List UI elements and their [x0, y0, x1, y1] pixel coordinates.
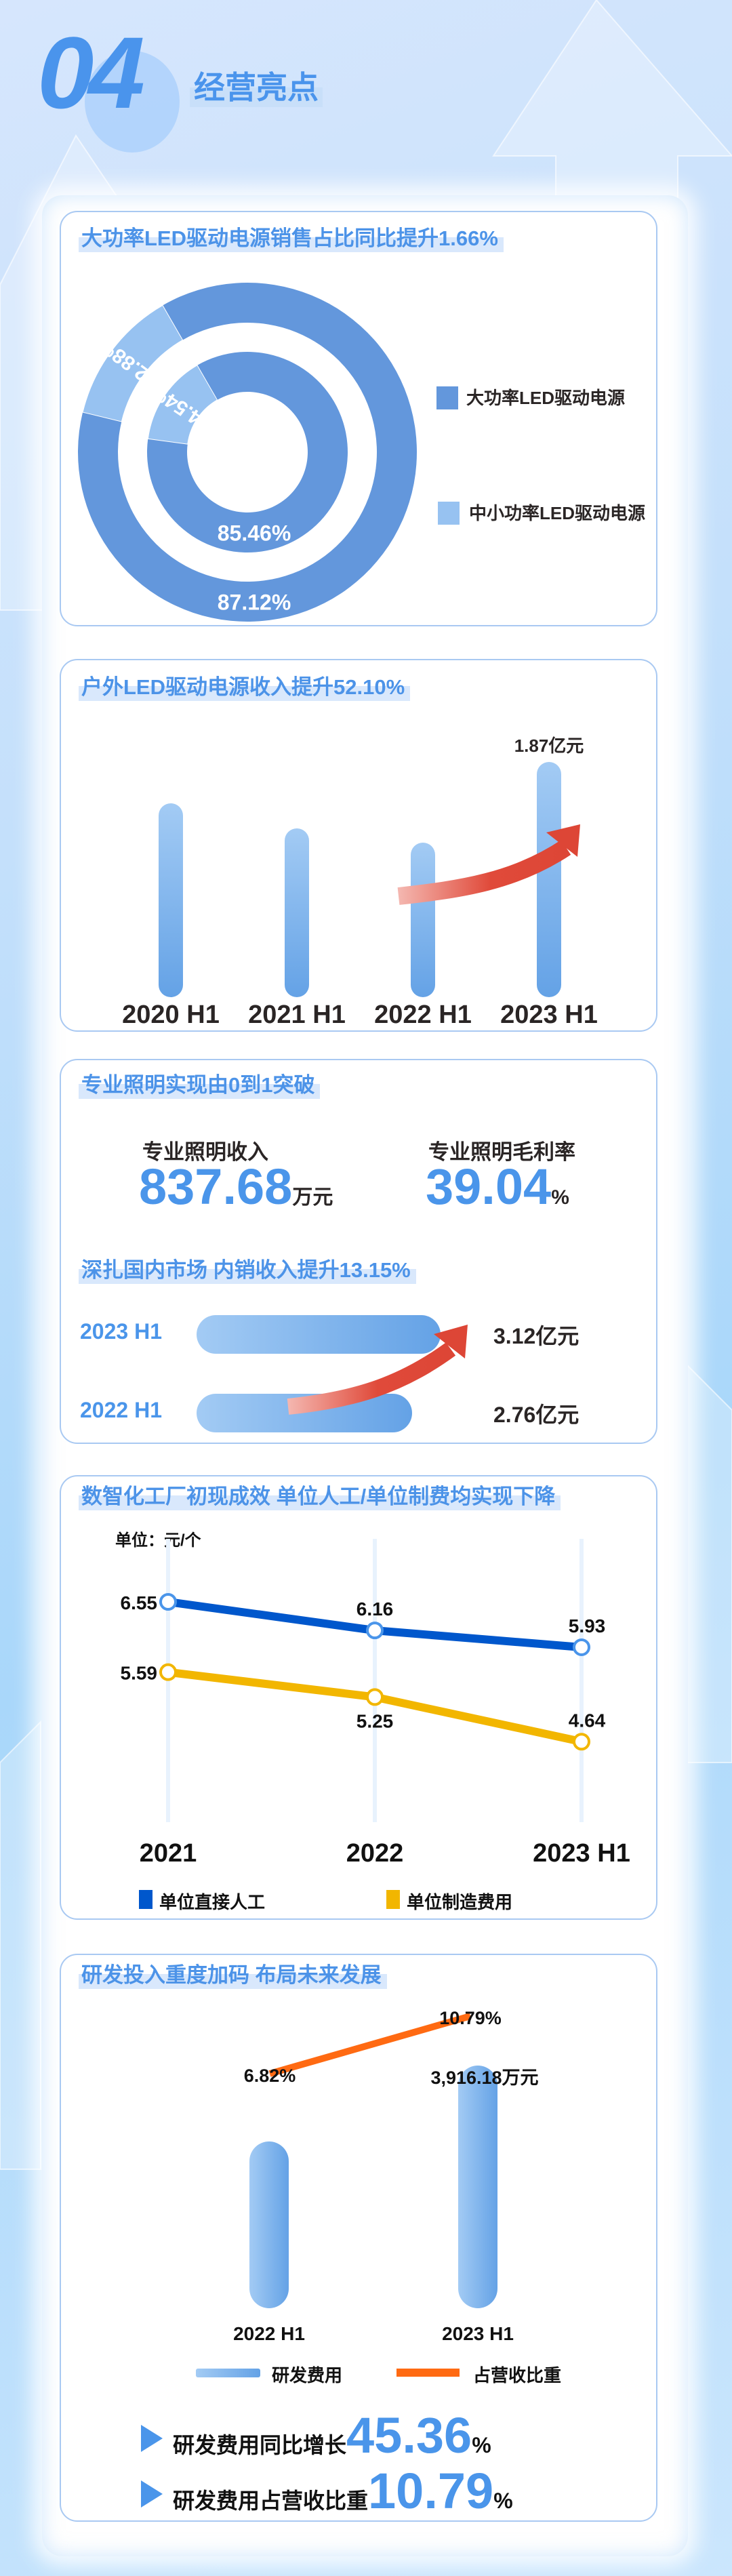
section-title: 经营亮点	[190, 68, 323, 107]
rd-ratio-line: 6.82% 10.79%	[244, 2008, 502, 2086]
x-axis-label: 2022 H1	[374, 1001, 472, 1029]
stat-revenue: 837.68万元	[139, 1158, 333, 1215]
donut-chart: 87.12%12.88%85.46%14.54%	[77, 283, 417, 622]
x-axis-label: 2023 H1	[500, 1001, 598, 1029]
data-label: 2.76亿元	[493, 1403, 580, 1427]
x-axis-label: 2023 H1	[533, 1839, 630, 1868]
bar	[537, 762, 561, 997]
y-axis-label: 2023 H1	[80, 1319, 162, 1344]
x-axis-label: 2021 H1	[248, 1001, 346, 1029]
y-axis-label: 2022 H1	[80, 1398, 162, 1422]
data-label: 3,916.18万元	[430, 2068, 539, 2088]
bar	[159, 803, 183, 997]
donut-slice-small	[82, 304, 184, 422]
x-axis-label: 2020 H1	[122, 1001, 220, 1029]
data-point	[366, 1622, 384, 1640]
stat-row: 研发费用占营收比重 10.79%	[173, 2464, 513, 2518]
stat-margin: 39.04%	[426, 1158, 569, 1215]
data-label: 6.55	[121, 1592, 158, 1613]
card-title: 大功率LED驱动电源销售占比同比提升1.66%	[79, 225, 504, 252]
stat-value: 10.79	[368, 2463, 494, 2519]
data-point	[159, 1663, 177, 1681]
data-label: 5.93	[569, 1615, 606, 1636]
stat-unit: %	[472, 2433, 491, 2457]
legend-label-small: 中小功率LED驱动电源	[469, 503, 646, 523]
bar	[411, 842, 435, 997]
card-pro-lighting: 专业照明实现由0到1突破 深扎国内市场 内销收入提升13.15%	[60, 1059, 657, 1444]
growth-arrow-icon	[397, 824, 580, 905]
card-subtitle: 深扎国内市场 内销收入提升13.15%	[79, 1257, 416, 1284]
x-axis-label: 2021	[140, 1839, 197, 1868]
data-point	[573, 1638, 590, 1656]
legend-label: 单位直接人工	[159, 1892, 266, 1912]
data-point	[366, 1688, 384, 1706]
data-label: 6.82%	[244, 2066, 296, 2086]
data-label: 4.64	[569, 1710, 606, 1731]
play-triangle-icon	[141, 2425, 163, 2452]
donut-slice-large	[146, 352, 348, 553]
legend-swatch	[139, 1890, 152, 1909]
unit-label: 单位：元/个	[115, 1531, 201, 1550]
stat-value: 45.36	[346, 2407, 472, 2463]
growth-arrow-icon	[287, 1325, 468, 1415]
legend-label: 单位制造费用	[407, 1892, 513, 1912]
stat-unit: %	[551, 1186, 569, 1209]
domestic-bar-chart: 2023 H1 3.12亿元 2022 H1 2.76亿元	[80, 1315, 580, 1432]
stat-value: 837.68	[139, 1159, 293, 1215]
legend-label: 占营收比重	[473, 2365, 562, 2386]
bar	[285, 828, 309, 997]
legend-swatch	[386, 1890, 400, 1909]
section-number: 04	[37, 16, 145, 129]
donut-slice-small	[147, 365, 218, 445]
series-line	[268, 2013, 472, 2077]
stat-label: 专业照明收入	[142, 1140, 268, 1164]
stat-label: 研发费用占营收比重	[173, 2489, 369, 2513]
x-axis-label: 2023 H1	[442, 2323, 514, 2344]
card-title: 数智化工厂初现成效 单位人工/单位制费均实现下降	[79, 1483, 561, 1510]
legend-label: 研发费用	[272, 2365, 343, 2386]
data-label: 3.12亿元	[493, 1324, 580, 1348]
stat-row: 研发费用同比增长 45.36%	[173, 2409, 491, 2463]
x-axis-label: 2022 H1	[233, 2323, 305, 2344]
unit-cost-line-chart: 2021 2022 2023 H1 6.55 6.16 5.93 5.59 5.25 4.64	[121, 1539, 630, 1868]
data-label: 5.59	[121, 1663, 158, 1684]
card-title: 专业照明实现由0到1突破	[79, 1072, 321, 1099]
bar	[197, 1315, 441, 1354]
legend-label-large: 大功率LED驱动电源	[466, 388, 626, 408]
legend-swatch-small	[438, 502, 460, 525]
stat-label: 研发费用同比增长	[173, 2433, 347, 2457]
x-axis-label: 2022	[346, 1839, 404, 1868]
stat-label: 专业照明毛利率	[428, 1140, 575, 1164]
play-triangle-icon	[141, 2480, 163, 2508]
card-title: 研发投入重度加码 布局未来发展	[79, 1962, 387, 1989]
rd-chart: 2022 H1 2023 H1 3,916.18万元研发费用 占营收比重	[196, 2066, 562, 2386]
header-circle	[85, 51, 180, 153]
data-label: 10.79%	[439, 2008, 502, 2028]
data-label: 5.25	[357, 1710, 394, 1731]
data-point	[573, 1733, 590, 1751]
legend-swatch-large	[436, 386, 458, 409]
donut-label-large: 85.46%	[218, 521, 291, 546]
data-label: 1.87亿元	[514, 736, 584, 756]
stat-unit: %	[493, 2489, 513, 2513]
card-title: 户外LED驱动电源收入提升52.10%	[79, 674, 411, 701]
legend-swatch	[396, 2369, 460, 2377]
section-header: 04	[37, 22, 186, 153]
legend-swatch	[196, 2369, 260, 2377]
data-point	[159, 1593, 177, 1611]
outdoor-bar-chart: 2020 H1 2021 H1 2022 H1 2023 H1 1.87亿元	[0, 0, 732, 1037]
bar	[458, 2066, 497, 2308]
bar	[249, 2141, 289, 2308]
stat-unit: 万元	[292, 1186, 333, 1209]
stat-value: 39.04	[426, 1159, 552, 1215]
donut-label-large: 87.12%	[218, 590, 291, 615]
data-label: 6.16	[357, 1598, 394, 1619]
